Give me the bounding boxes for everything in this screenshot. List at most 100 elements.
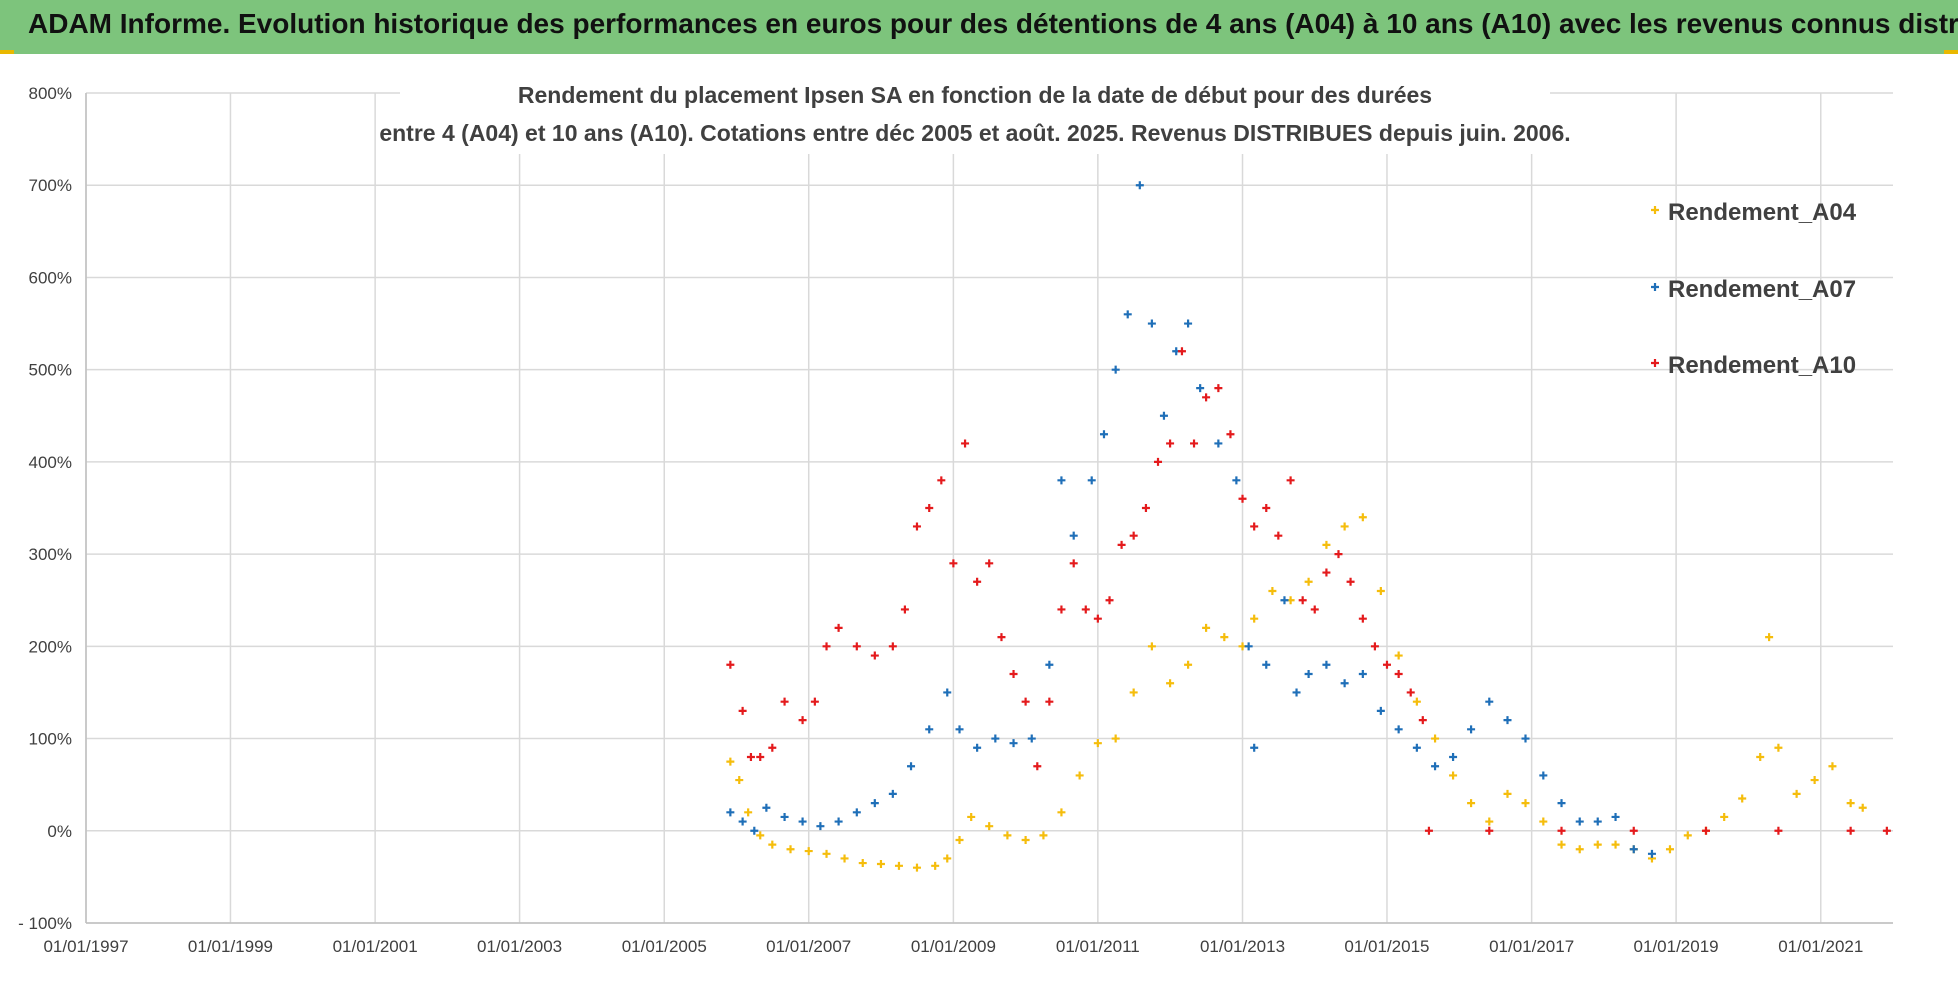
data-point bbox=[1045, 697, 1054, 706]
data-point bbox=[1340, 679, 1349, 688]
chart-background bbox=[0, 54, 1958, 985]
axes: - 100% 0% 100% 200% 300% 400% 500% 600% 700% 800%… bbox=[18, 84, 1893, 956]
data-point bbox=[1449, 771, 1458, 780]
data-point bbox=[1846, 799, 1855, 808]
data-point bbox=[1593, 817, 1602, 826]
data-point bbox=[985, 559, 994, 568]
data-point bbox=[1009, 739, 1018, 748]
data-point bbox=[876, 859, 885, 868]
y-tick-label: 700% bbox=[29, 176, 72, 195]
data-point bbox=[1334, 550, 1343, 559]
data-point bbox=[870, 799, 879, 808]
data-point bbox=[1485, 826, 1494, 835]
data-point bbox=[949, 559, 958, 568]
data-point bbox=[907, 762, 916, 771]
data-point bbox=[1394, 670, 1403, 678]
data-point bbox=[1467, 799, 1476, 808]
data-point bbox=[1503, 716, 1512, 725]
x-tick-label: 01/01/2011 bbox=[1056, 937, 1140, 956]
data-point bbox=[1262, 504, 1271, 512]
data-point bbox=[1358, 614, 1367, 623]
data-point bbox=[1774, 743, 1783, 752]
x-tick-label: 01/01/2017 bbox=[1489, 937, 1574, 956]
data-point bbox=[1274, 531, 1283, 540]
data-point bbox=[1358, 670, 1367, 678]
data-point bbox=[1431, 734, 1440, 743]
data-point bbox=[804, 847, 813, 856]
chart-title-line-1: Rendement du placement Ipsen SA en fonct… bbox=[518, 82, 1432, 108]
y-tick-label: 300% bbox=[29, 545, 72, 564]
data-point bbox=[744, 808, 753, 817]
legend-marker bbox=[1651, 359, 1659, 367]
data-point bbox=[1358, 513, 1367, 522]
data-point bbox=[1069, 531, 1078, 540]
data-point bbox=[1280, 596, 1289, 605]
data-point bbox=[1135, 181, 1144, 190]
data-point bbox=[1485, 817, 1494, 826]
data-point bbox=[925, 725, 934, 734]
data-point bbox=[1394, 725, 1403, 734]
data-point bbox=[798, 817, 807, 826]
data-point bbox=[1129, 531, 1138, 540]
data-point bbox=[786, 845, 795, 854]
chart-title-line-2: entre 4 (A04) et 10 ans (A10). Cotations… bbox=[379, 120, 1570, 146]
data-point bbox=[1220, 633, 1229, 642]
y-tick-label: 400% bbox=[29, 453, 72, 472]
data-point bbox=[840, 854, 849, 863]
data-point bbox=[1431, 762, 1440, 771]
data-point bbox=[1111, 734, 1120, 743]
data-point bbox=[1720, 812, 1729, 821]
data-point bbox=[798, 716, 807, 725]
data-point bbox=[1310, 605, 1319, 614]
data-point bbox=[822, 642, 831, 651]
data-point bbox=[1406, 688, 1415, 697]
x-tick-label: 01/01/2007 bbox=[766, 937, 851, 956]
data-point bbox=[1340, 522, 1349, 531]
data-point bbox=[1057, 476, 1066, 485]
data-point bbox=[1250, 743, 1259, 752]
data-point bbox=[955, 725, 964, 734]
legend: Rendement_A04 Rendement_A07 Rendement_A10 bbox=[1651, 199, 1857, 379]
data-point bbox=[726, 808, 735, 817]
data-point bbox=[1081, 605, 1090, 614]
data-point bbox=[937, 476, 946, 485]
legend-label: Rendement_A10 bbox=[1668, 352, 1856, 379]
data-point bbox=[1611, 812, 1620, 821]
data-point bbox=[738, 817, 747, 826]
data-point bbox=[1394, 651, 1403, 660]
data-point bbox=[1232, 476, 1241, 485]
data-point bbox=[1701, 826, 1710, 835]
y-tick-label: 800% bbox=[29, 84, 72, 103]
data-point bbox=[1075, 771, 1084, 780]
data-point bbox=[967, 812, 976, 821]
data-point bbox=[1322, 540, 1331, 549]
data-point bbox=[735, 776, 744, 785]
data-point bbox=[726, 660, 735, 669]
data-point bbox=[997, 633, 1006, 642]
legend-marker bbox=[1651, 206, 1659, 214]
data-point bbox=[852, 808, 861, 817]
data-point bbox=[1021, 836, 1030, 844]
x-tick-label: 01/01/1997 bbox=[43, 937, 128, 956]
data-point bbox=[1292, 688, 1301, 697]
data-point bbox=[834, 817, 843, 826]
data-point bbox=[750, 826, 759, 835]
data-point bbox=[1810, 776, 1819, 785]
data-point bbox=[1184, 319, 1193, 328]
data-point bbox=[1557, 840, 1566, 849]
data-point bbox=[768, 840, 777, 849]
data-point bbox=[1647, 849, 1656, 858]
data-point bbox=[1027, 734, 1036, 743]
data-point bbox=[1418, 716, 1427, 725]
x-tick-label: 01/01/2019 bbox=[1634, 937, 1719, 956]
data-point bbox=[1226, 430, 1235, 439]
y-tick-label: 0% bbox=[47, 822, 72, 841]
data-point bbox=[768, 743, 777, 752]
data-point bbox=[1123, 310, 1132, 319]
data-point bbox=[912, 522, 921, 531]
data-point bbox=[1154, 457, 1163, 466]
data-point bbox=[1166, 439, 1175, 448]
data-point bbox=[1629, 826, 1638, 835]
data-point bbox=[852, 642, 861, 651]
